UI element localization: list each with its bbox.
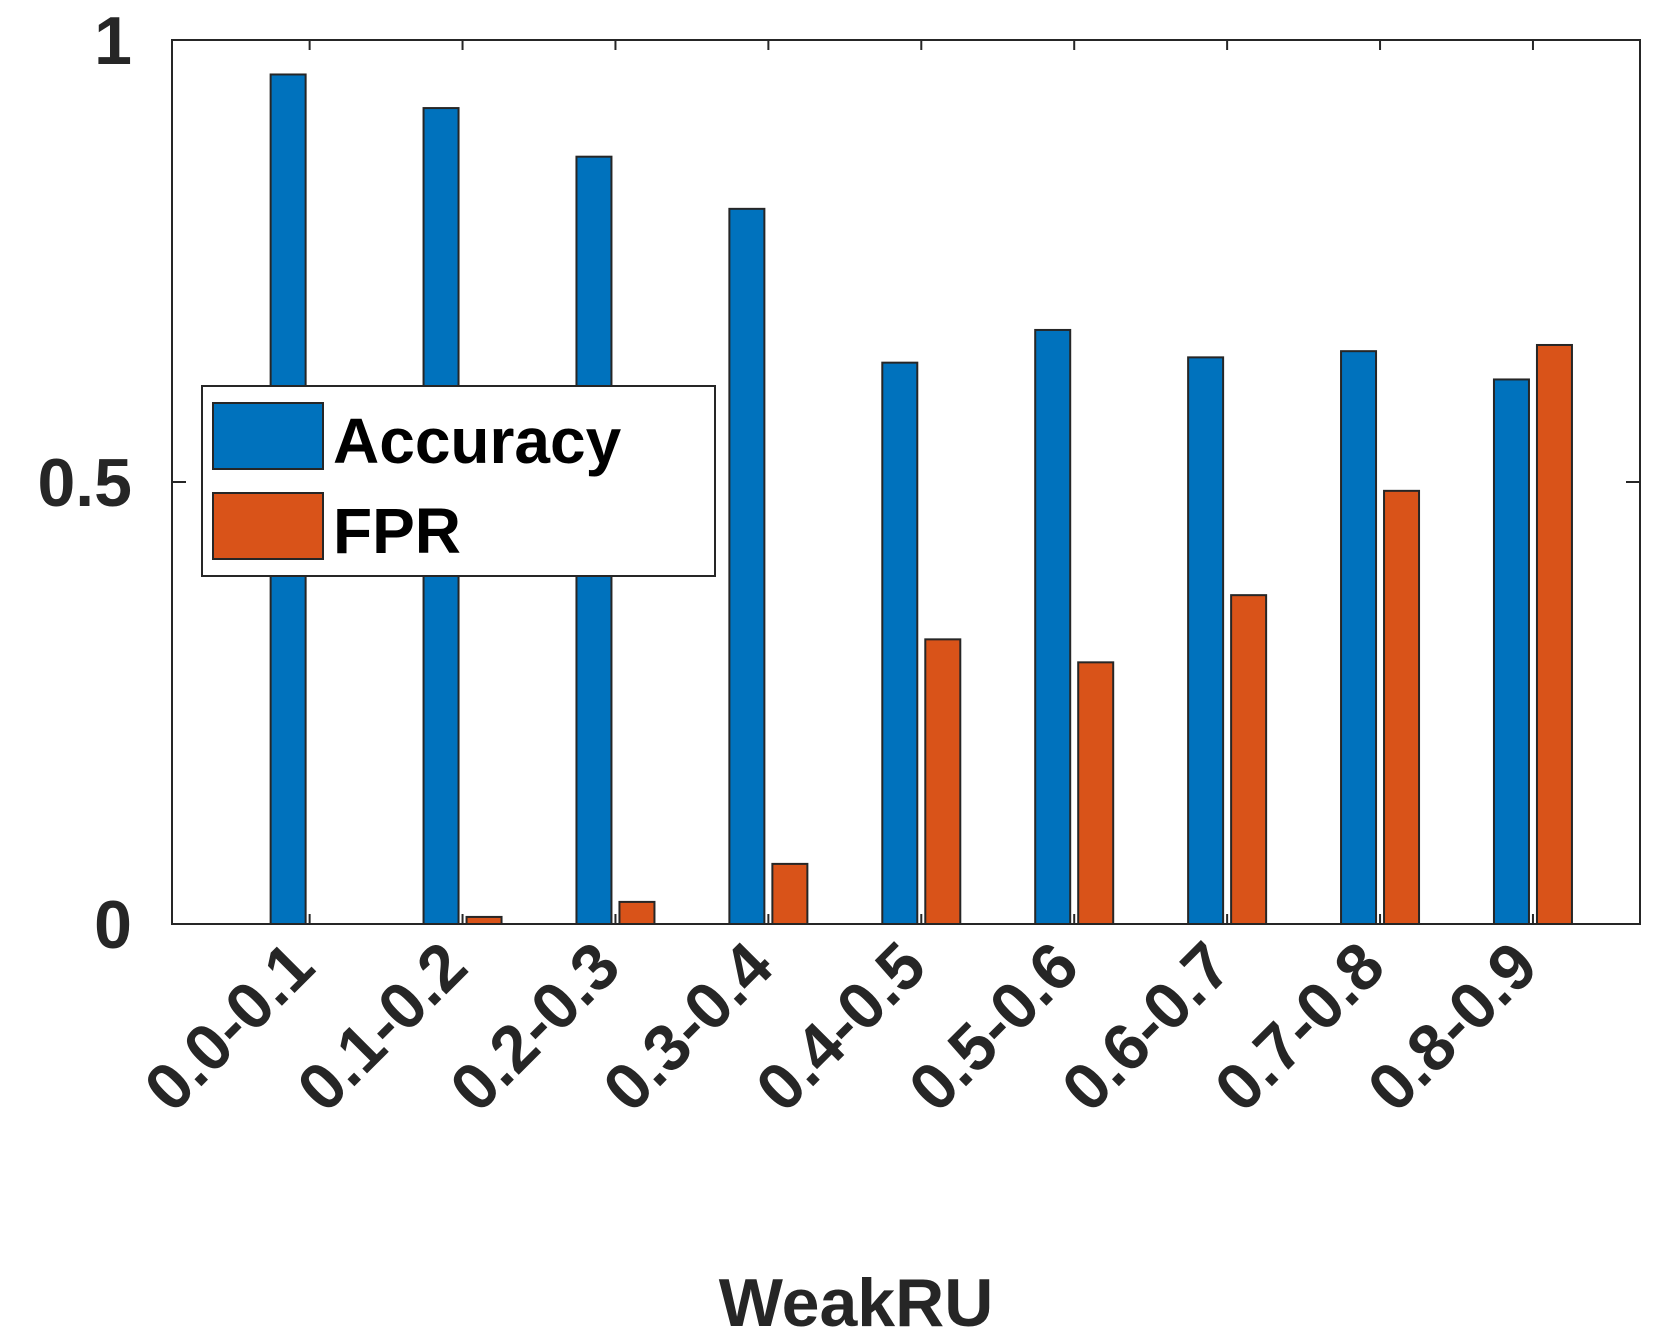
bar-fpr-0.4-0.5 bbox=[924, 638, 962, 925]
bar-fpr-0.5-0.6 bbox=[1077, 661, 1115, 925]
legend-label-fpr: FPR bbox=[333, 495, 461, 567]
y-tick-labels: 00.51 bbox=[37, 3, 132, 963]
legend: Accuracy FPR bbox=[201, 385, 716, 577]
bar-accuracy-0.6-0.7 bbox=[1187, 356, 1225, 925]
bar-accuracy-0.4-0.5 bbox=[881, 361, 919, 926]
bar-fpr-0.7-0.8 bbox=[1383, 489, 1421, 925]
bar-accuracy-0.7-0.8 bbox=[1340, 350, 1378, 925]
legend-swatch-fpr bbox=[212, 492, 324, 560]
legend-swatch-accuracy bbox=[212, 402, 324, 470]
bar-accuracy-0.5-0.6 bbox=[1034, 328, 1072, 925]
bar-fpr-0.3-0.4 bbox=[771, 862, 809, 925]
bar-fpr-0.2-0.3 bbox=[618, 900, 656, 926]
bar-fpr-0.8-0.9 bbox=[1535, 343, 1573, 926]
y-tick-label: 0.5 bbox=[37, 445, 132, 521]
bar-fpr-0.6-0.7 bbox=[1230, 594, 1268, 925]
legend-label-accuracy: Accuracy bbox=[333, 405, 622, 477]
bar-accuracy-0.3-0.4 bbox=[728, 207, 766, 925]
bar-accuracy-0.8-0.9 bbox=[1492, 378, 1530, 925]
bar-fpr-0.1-0.2 bbox=[465, 915, 503, 925]
plot-area-border bbox=[171, 39, 1641, 925]
x-axis-title: WeakRU bbox=[719, 1265, 994, 1336]
y-tick-label: 1 bbox=[94, 3, 132, 79]
y-tick-label: 0 bbox=[94, 887, 132, 963]
